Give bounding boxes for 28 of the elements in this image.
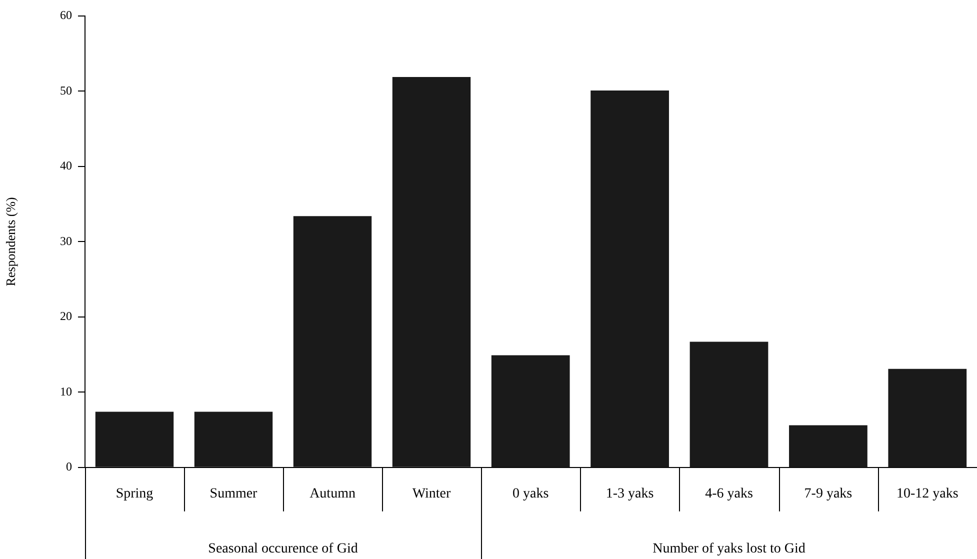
y-tick-label: 30 (60, 234, 72, 248)
bar (293, 216, 372, 467)
x-tick-label: Winter (412, 486, 451, 502)
y-tick-label: 40 (60, 158, 72, 173)
bar (194, 412, 273, 467)
x-tick-label: 0 yaks (512, 486, 549, 502)
x-tick-label: 7-9 yaks (804, 486, 852, 502)
y-tick-label: 0 (66, 460, 72, 474)
bar (392, 76, 471, 467)
bar (95, 412, 174, 467)
x-tick-label: Spring (116, 486, 154, 502)
x-tick-label: Autumn (310, 486, 356, 502)
bar (888, 368, 967, 468)
x-tick-label: Summer (210, 486, 258, 502)
bar (789, 425, 868, 468)
bar (690, 342, 768, 468)
y-tick-label: 20 (60, 309, 72, 324)
bar (491, 355, 570, 468)
y-axis-title: Respondents (%) (3, 197, 18, 286)
x-tick-label: 1-3 yaks (606, 486, 654, 502)
x-axis-title: Seasonal occurence of Gid (208, 541, 358, 556)
x-tick-label: 4-6 yaks (705, 486, 753, 502)
x-tick-label: 10-12 yaks (896, 486, 958, 502)
y-tick-label: 50 (60, 83, 72, 98)
y-tick-label: 10 (60, 384, 72, 398)
y-tick-label: 60 (60, 8, 72, 22)
bar (590, 90, 669, 468)
x-axis-title: Number of yaks lost to Gid (652, 541, 806, 556)
